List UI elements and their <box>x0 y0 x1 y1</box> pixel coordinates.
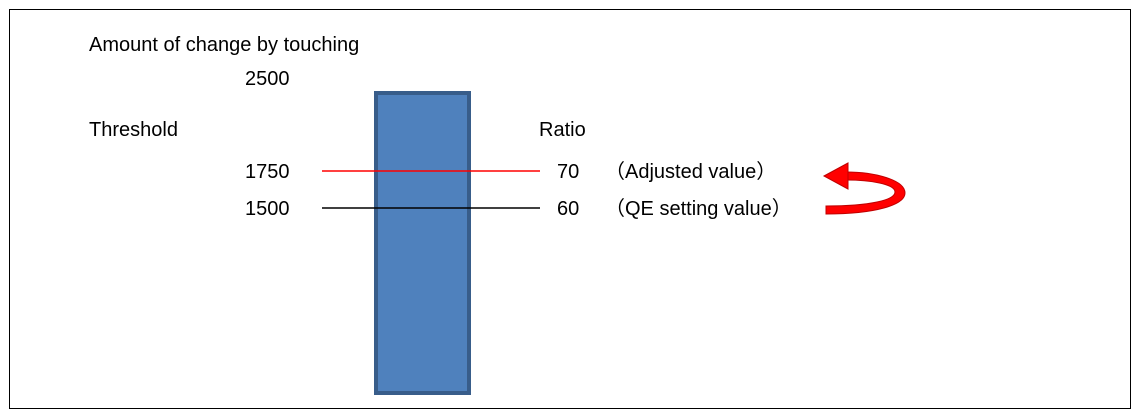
qe-note: （QE setting value） <box>605 198 792 220</box>
qe-ratio-value: 60 <box>557 198 580 220</box>
curved-arrow-icon <box>822 162 906 215</box>
adjusted-ratio-value: 70 <box>557 161 580 183</box>
change-amount-bar <box>374 91 471 395</box>
max-value-label: 2500 <box>245 68 290 90</box>
ratio-heading: Ratio <box>539 119 586 141</box>
diagram-title: Amount of change by touching <box>89 34 360 56</box>
qe-threshold-value: 1500 <box>245 198 290 220</box>
adjusted-threshold-value: 1750 <box>245 161 290 183</box>
threshold-heading: Threshold <box>89 119 178 141</box>
adjusted-note: （Adjusted value） <box>605 161 777 183</box>
diagram-graphics <box>322 91 906 395</box>
